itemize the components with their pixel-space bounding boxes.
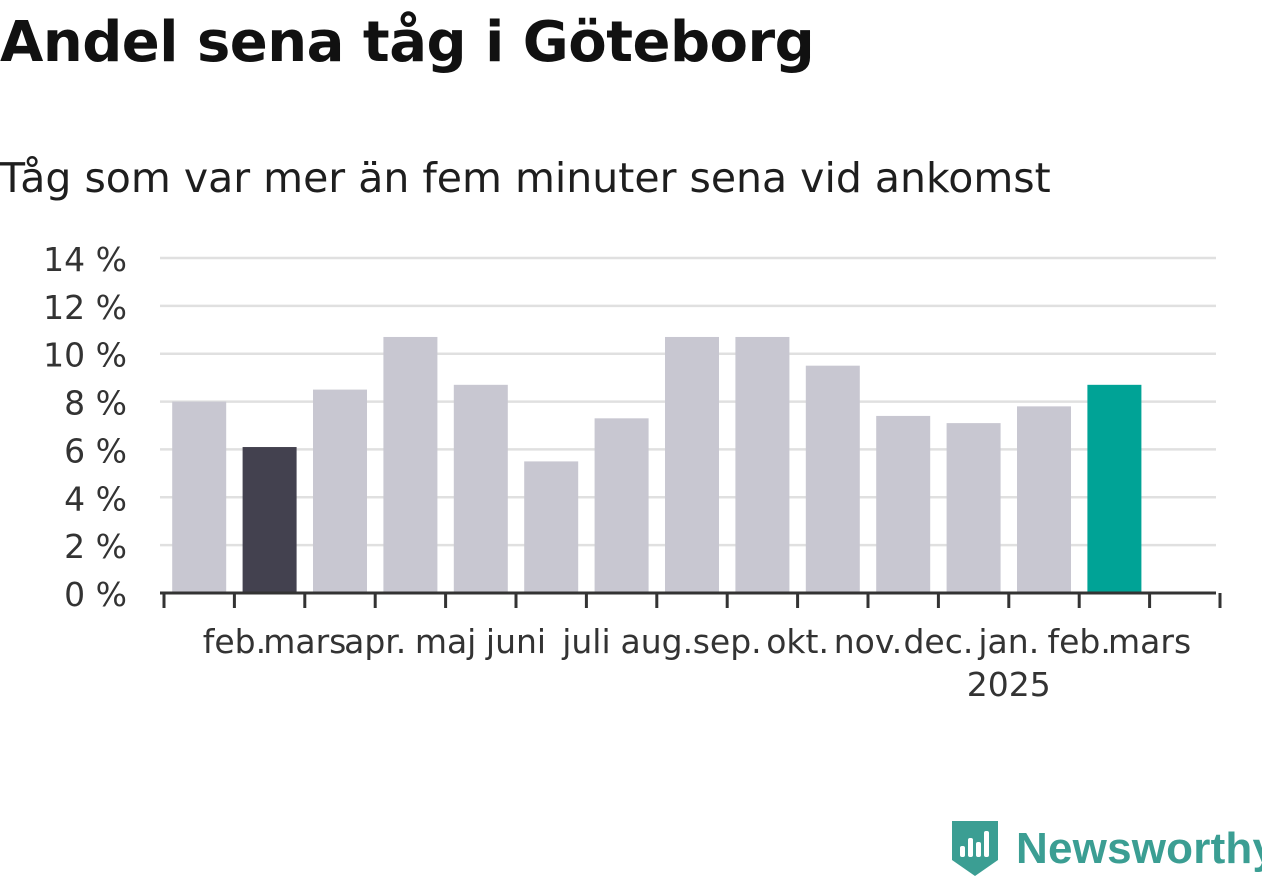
- y-tick-label: 4 %: [64, 479, 127, 518]
- bar: [383, 336, 438, 593]
- x-tick-label: okt.: [766, 622, 829, 661]
- bar: [1087, 384, 1142, 593]
- x-tick-label: juli: [561, 622, 610, 661]
- y-tick-label: 2 %: [64, 527, 127, 566]
- bar: [735, 336, 790, 593]
- x-tick-label: mars: [1108, 622, 1191, 661]
- y-axis-tick-labels: 0 % 2 % 4 % 6 % 8 % 10 % 12 % 14 %: [43, 240, 127, 614]
- x-tick-label: dec.: [903, 622, 973, 661]
- chart-subtitle: Tåg som var mer än fem minuter sena vid …: [0, 154, 1051, 202]
- x-tick-label: feb.: [203, 622, 266, 661]
- x-tick-label: feb.: [1048, 622, 1111, 661]
- bar: [313, 389, 367, 593]
- newsworthy-brand[interactable]: Newsworthy: [950, 818, 1262, 880]
- bar: [805, 365, 860, 593]
- y-tick-label: 12 %: [43, 288, 127, 327]
- x-tick-label: apr.: [344, 622, 406, 661]
- bars: [172, 336, 1142, 593]
- x-tick-label: maj: [415, 622, 477, 661]
- y-tick-label: 8 %: [64, 384, 127, 423]
- x-year-label: 2025: [967, 665, 1051, 704]
- y-tick-label: 0 %: [64, 575, 127, 614]
- bar: [524, 461, 579, 593]
- newsworthy-bar-chart-icon: [952, 821, 998, 876]
- y-tick-label: 10 %: [43, 336, 127, 375]
- x-tick-label: mars: [263, 622, 346, 661]
- bar: [594, 418, 649, 593]
- bar: [172, 401, 227, 593]
- chart-title: Andel sena tåg i Göteborg: [0, 10, 815, 75]
- y-tick-label: 6 %: [64, 431, 127, 470]
- bar: [946, 423, 1001, 593]
- x-tick-label: sep.: [693, 622, 762, 661]
- bar: [242, 447, 297, 593]
- bar: [453, 384, 508, 593]
- x-tick-label: jan.: [977, 622, 1039, 661]
- bar: [876, 415, 931, 593]
- y-tick-label: 14 %: [43, 240, 127, 279]
- bar: [665, 336, 719, 593]
- bar-chart: 0 %2 %4 %6 %8 %10 %12 %14 % feb.marsapr.…: [43, 240, 1222, 704]
- bar: [1017, 406, 1071, 593]
- x-tick-label: aug.: [621, 622, 694, 661]
- x-tick-label: juni: [485, 622, 546, 661]
- brand-name: Newsworthy: [1016, 824, 1262, 873]
- x-tick-label: nov.: [834, 622, 903, 661]
